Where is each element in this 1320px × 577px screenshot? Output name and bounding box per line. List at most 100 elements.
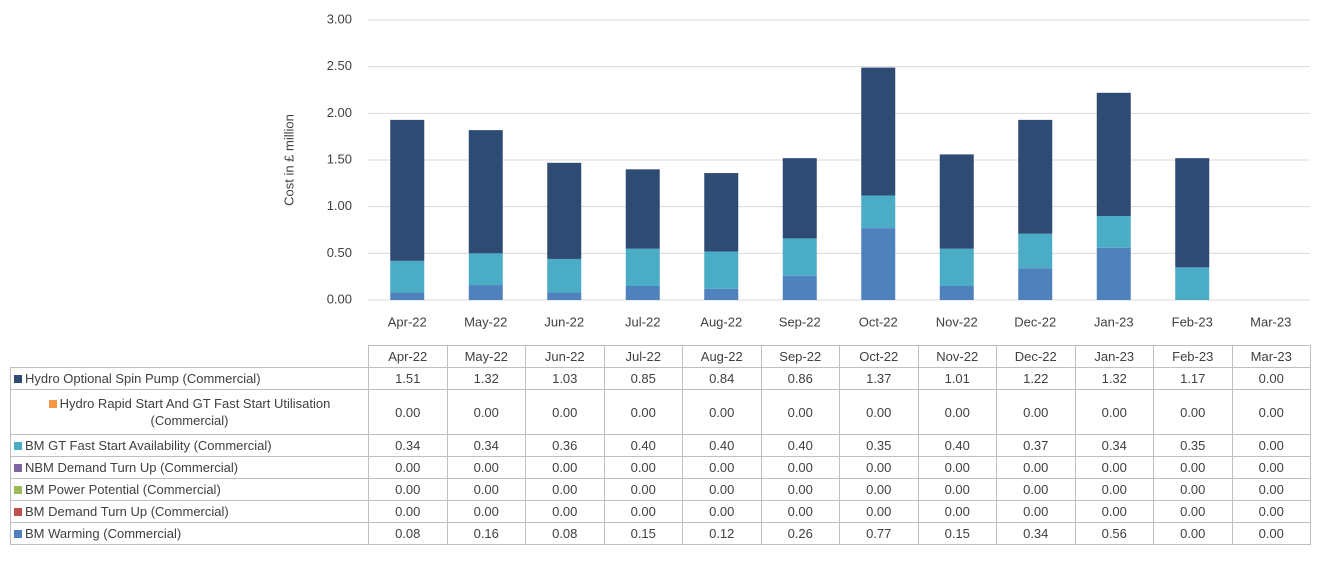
value-cell: 0.37 <box>996 434 1076 457</box>
value-cell: 1.03 <box>525 367 605 390</box>
value-cell: 0.00 <box>996 456 1076 479</box>
value-cell: 0.26 <box>760 522 840 545</box>
value-cell: 0.00 <box>682 500 762 523</box>
value-cell: 0.00 <box>1074 500 1154 523</box>
legend-label: Hydro Rapid Start And GT Fast Start Util… <box>59 396 331 428</box>
value-cell: 0.00 <box>1153 522 1233 545</box>
legend-swatch <box>14 464 22 472</box>
value-cell: 0.00 <box>525 389 605 435</box>
header-cell: Dec-22 <box>996 345 1076 368</box>
value-cell: 0.00 <box>839 478 919 501</box>
value-cell: 0.00 <box>839 500 919 523</box>
value-cell: 0.84 <box>682 367 762 390</box>
bar-segment <box>704 288 739 300</box>
bar-segment <box>782 275 817 300</box>
value-cell: 0.00 <box>1231 478 1311 501</box>
header-cell: Sep-22 <box>760 345 840 368</box>
bar-segment <box>468 253 503 286</box>
value-cell: 0.00 <box>603 500 683 523</box>
bar-segment <box>704 173 739 252</box>
value-cell: 0.00 <box>760 456 840 479</box>
value-cell: 0.00 <box>525 456 605 479</box>
blank-cell <box>10 345 369 368</box>
value-cell: 0.00 <box>682 456 762 479</box>
y-tick-label: 1.00 <box>327 198 352 213</box>
row-label: BM Warming (Commercial) <box>10 522 369 545</box>
value-cell: 0.00 <box>760 500 840 523</box>
value-cell: 1.51 <box>368 367 448 390</box>
value-cell: 0.00 <box>1231 522 1311 545</box>
bar-segment <box>1175 267 1210 300</box>
bar-segment <box>861 195 896 229</box>
value-cell: 1.32 <box>1074 367 1154 390</box>
value-cell: 0.35 <box>839 434 919 457</box>
legend-label: BM Power Potential (Commercial) <box>25 482 221 497</box>
header-cell: Jan-23 <box>1074 345 1154 368</box>
value-cell: 1.22 <box>996 367 1076 390</box>
value-cell: 0.00 <box>368 478 448 501</box>
value-cell: 0.08 <box>368 522 448 545</box>
value-cell: 0.86 <box>760 367 840 390</box>
value-cell: 0.12 <box>682 522 762 545</box>
legend-label: BM GT Fast Start Availability (Commercia… <box>25 438 272 453</box>
value-cell: 0.00 <box>1074 456 1154 479</box>
x-tick-label: Mar-23 <box>1250 314 1291 329</box>
bar-segment <box>939 154 974 249</box>
value-cell: 0.40 <box>603 434 683 457</box>
value-cell: 1.37 <box>839 367 919 390</box>
value-cell: 0.34 <box>446 434 526 457</box>
bar-segment <box>625 248 660 286</box>
bar-segment <box>939 286 974 300</box>
value-cell: 0.00 <box>368 500 448 523</box>
x-tick-label: Jun-22 <box>544 314 584 329</box>
value-cell: 0.15 <box>603 522 683 545</box>
bar-segment <box>782 158 817 239</box>
table-row: BM GT Fast Start Availability (Commercia… <box>10 434 1311 457</box>
value-cell: 1.01 <box>917 367 997 390</box>
y-tick-label: 2.00 <box>327 105 352 120</box>
table-row: Hydro Optional Spin Pump (Commercial) 1.5… <box>10 367 1311 390</box>
y-axis-label: Cost in £ million <box>281 114 296 206</box>
value-cell: 0.00 <box>368 456 448 479</box>
value-cell: 0.00 <box>603 456 683 479</box>
value-cell: 0.00 <box>1074 389 1154 435</box>
value-cell: 0.15 <box>917 522 997 545</box>
header-cell: Nov-22 <box>917 345 997 368</box>
value-cell: 0.00 <box>996 478 1076 501</box>
value-cell: 0.85 <box>603 367 683 390</box>
bar-segment <box>390 119 425 261</box>
value-cell: 0.34 <box>996 522 1076 545</box>
value-cell: 0.00 <box>917 389 997 435</box>
value-cell: 0.00 <box>996 389 1076 435</box>
value-cell: 0.56 <box>1074 522 1154 545</box>
y-tick-label: 3.00 <box>327 11 352 26</box>
value-cell: 0.00 <box>368 389 448 435</box>
value-cell: 0.00 <box>996 500 1076 523</box>
value-cell: 0.00 <box>1231 367 1311 390</box>
x-tick-label: Feb-23 <box>1172 314 1213 329</box>
value-cell: 0.00 <box>1153 389 1233 435</box>
x-tick-label: Dec-22 <box>1014 314 1056 329</box>
value-cell: 0.00 <box>682 389 762 435</box>
value-cell: 0.00 <box>1231 389 1311 435</box>
bar-segment <box>625 169 660 249</box>
value-cell: 0.08 <box>525 522 605 545</box>
x-tick-label: Oct-22 <box>859 314 898 329</box>
bar-segment <box>547 258 582 293</box>
bar-segment <box>625 286 660 300</box>
value-cell: 0.00 <box>1153 478 1233 501</box>
legend-label: BM Warming (Commercial) <box>25 526 182 541</box>
y-tick-label: 0.50 <box>327 245 352 260</box>
header-cell: Jun-22 <box>525 345 605 368</box>
value-cell: 0.00 <box>446 478 526 501</box>
value-cell: 0.00 <box>917 456 997 479</box>
bar-segment <box>1018 233 1053 269</box>
row-label: Hydro Rapid Start And GT Fast Start Util… <box>10 389 369 435</box>
bar-segment <box>547 162 582 259</box>
row-label: BM Demand Turn Up (Commercial) <box>10 500 369 523</box>
value-cell: 0.00 <box>839 389 919 435</box>
header-cell: May-22 <box>446 345 526 368</box>
value-cell: 0.34 <box>368 434 448 457</box>
value-cell: 0.00 <box>525 500 605 523</box>
